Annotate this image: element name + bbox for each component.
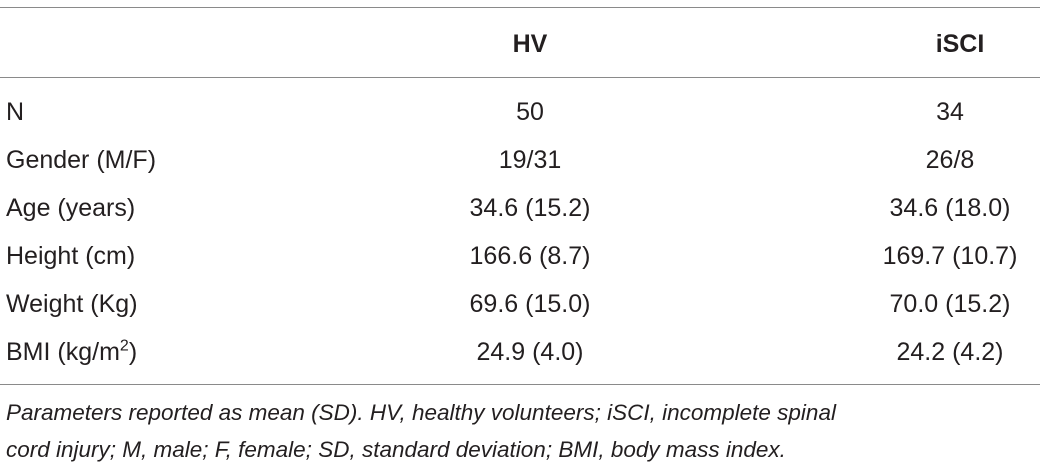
cell-hv: 50 — [516, 98, 544, 126]
bmi-label-superscript: 2 — [119, 337, 129, 355]
cell-hv: 69.6 (15.0) — [469, 290, 591, 318]
cell-hv: 19/31 — [498, 146, 562, 174]
bmi-label-tail: ) — [128, 338, 138, 366]
cell-hv: 34.6 (15.2) — [469, 194, 591, 222]
table-row-weight: Weight (Kg) 69.6 (15.0) 70.0 (15.2) — [0, 280, 1040, 328]
table-row-height: Height (cm) 166.6 (8.7) 169.7 (10.7) — [0, 232, 1040, 280]
table-bottom-rule — [0, 384, 1040, 385]
cell-iscl: 24.2 (4.2) — [896, 338, 1004, 366]
table-row-n: N 50 34 — [0, 88, 1040, 136]
table-row-age: Age (years) 34.6 (15.2) 34.6 (18.0) — [0, 184, 1040, 232]
row-label: N — [6, 98, 25, 126]
table-header-rule — [0, 77, 1040, 78]
cell-hv: 166.6 (8.7) — [469, 242, 591, 270]
footnote-line: cord injury; M, male; F, female; SD, sta… — [6, 437, 786, 462]
column-header-hv: HV — [512, 30, 548, 58]
footnote-line: Parameters reported as mean (SD). HV, he… — [6, 400, 836, 425]
row-label: Weight (Kg) — [6, 290, 138, 318]
table-body: N 50 34 Gender (M/F) 19/31 26/8 Age (yea… — [0, 88, 1040, 376]
cell-iscl: 169.7 (10.7) — [882, 242, 1018, 270]
table-row-bmi: BMI (kg/m2) 24.9 (4.0) 24.2 (4.2) — [0, 328, 1040, 376]
row-label: Height (cm) — [6, 242, 136, 270]
row-label: BMI (kg/m2) — [6, 328, 137, 376]
table-top-rule — [0, 7, 1040, 8]
table-row-gender: Gender (M/F) 19/31 26/8 — [0, 136, 1040, 184]
cell-iscl: 70.0 (15.2) — [889, 290, 1011, 318]
cell-iscl: 26/8 — [925, 146, 975, 174]
row-label: Age (years) — [6, 194, 136, 222]
row-label: Gender (M/F) — [6, 146, 157, 174]
bmi-label-base: BMI (kg/m — [6, 338, 120, 366]
cell-hv: 24.9 (4.0) — [476, 338, 584, 366]
table-footnote: Parameters reported as mean (SD). HV, he… — [6, 394, 1036, 468]
table-header-row: HV iSCI — [0, 20, 1040, 68]
cell-iscl: 34 — [936, 98, 964, 126]
cell-iscl: 34.6 (18.0) — [889, 194, 1011, 222]
column-header-iscl: iSCI — [935, 30, 985, 58]
